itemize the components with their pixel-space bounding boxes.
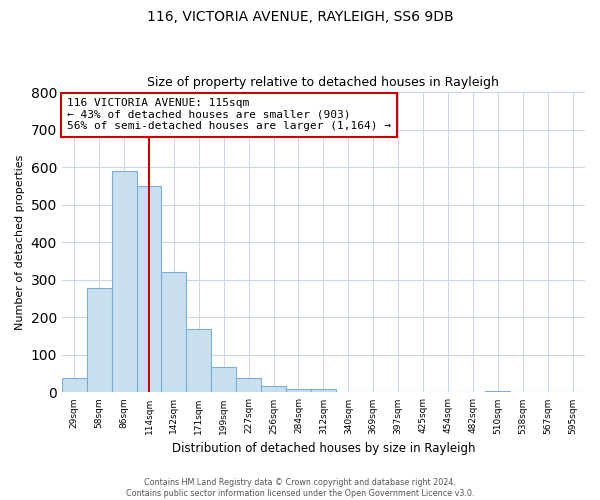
Bar: [87, 288, 112, 393]
Title: Size of property relative to detached houses in Rayleigh: Size of property relative to detached ho…: [148, 76, 499, 90]
X-axis label: Distribution of detached houses by size in Rayleigh: Distribution of detached houses by size …: [172, 442, 475, 455]
Bar: [485, 390, 510, 392]
Bar: [286, 388, 311, 392]
Bar: [137, 186, 161, 392]
Bar: [236, 378, 261, 392]
Bar: [211, 368, 236, 392]
Text: Contains HM Land Registry data © Crown copyright and database right 2024.
Contai: Contains HM Land Registry data © Crown c…: [126, 478, 474, 498]
Bar: [112, 170, 137, 392]
Bar: [311, 390, 336, 392]
Bar: [161, 272, 187, 392]
Text: 116, VICTORIA AVENUE, RAYLEIGH, SS6 9DB: 116, VICTORIA AVENUE, RAYLEIGH, SS6 9DB: [146, 10, 454, 24]
Bar: [62, 378, 87, 392]
Y-axis label: Number of detached properties: Number of detached properties: [15, 154, 25, 330]
Text: 116 VICTORIA AVENUE: 115sqm
← 43% of detached houses are smaller (903)
56% of se: 116 VICTORIA AVENUE: 115sqm ← 43% of det…: [67, 98, 391, 132]
Bar: [187, 328, 211, 392]
Bar: [261, 386, 286, 392]
